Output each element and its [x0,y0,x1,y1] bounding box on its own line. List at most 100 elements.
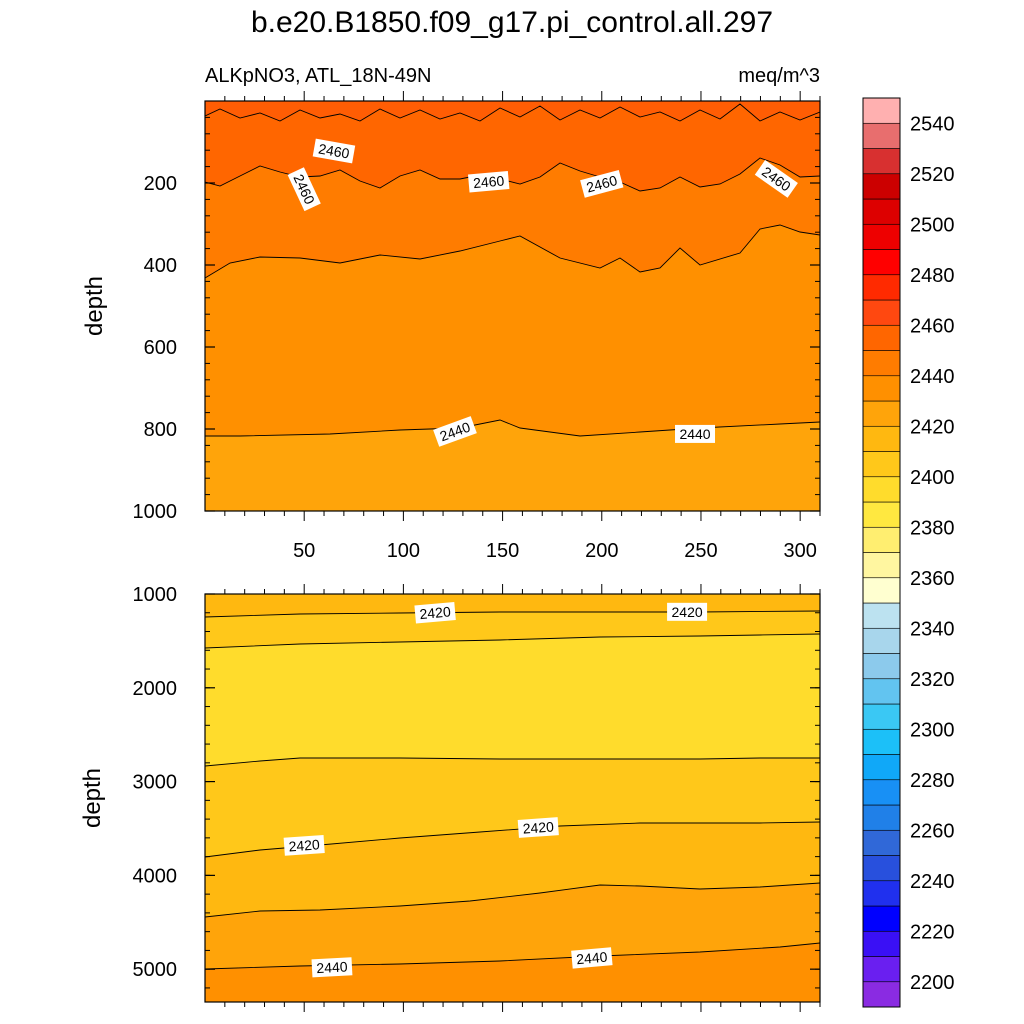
contour-label: 2460 [467,171,510,193]
contour-label-box [312,138,356,164]
contour-label: 2420 [283,834,325,856]
colorbar-box [862,829,901,856]
top-y-axis-title: depth [81,276,108,336]
top-plot-frame [204,100,821,512]
colorbar-box [862,804,901,831]
top-y-ticks: 200 400 600 800 1000 [133,100,820,523]
x-tick-label: 100 [387,540,420,562]
contour-label-box [571,947,613,969]
contour-label-text: 2460 [585,172,619,196]
colorbar-label: 2200 [910,972,955,994]
x-tick-label: 300 [783,540,816,562]
y-tick-label: 200 [144,173,177,195]
colorbar-label: 2500 [910,214,955,236]
contour-label: 2440 [571,947,613,969]
contour-label-box [754,160,798,198]
x-tick-label: 50 [293,540,315,562]
colorbar-label: 2360 [910,568,955,590]
y-tick-label: 4000 [133,865,178,887]
colorbar-label: 2380 [910,517,955,539]
colorbar-box [862,577,901,604]
y-tick-label: 5000 [133,959,178,981]
top-fill-2460 [205,101,820,191]
contour-label-box [580,169,624,198]
colorbar-box [862,249,901,276]
colorbar-label: 2440 [910,366,955,388]
colorbar-box [862,324,901,351]
units-string: meq/m^3 [738,65,820,87]
colorbar-box [862,703,901,730]
contour-label-text: 2420 [672,604,703,620]
bottom-plot-frame [204,593,821,1003]
contour-label: 2420 [414,602,456,624]
contour-label-box [667,602,708,621]
contour-label: 2420 [667,602,708,621]
bottom-x-ticks [224,584,821,1012]
colorbar-label: 2220 [910,921,955,943]
contour-label: 2440 [311,957,353,978]
colorbar-box [862,779,901,806]
colorbar-box [862,451,901,478]
colorbar-label: 2260 [910,820,955,842]
top-fill-2470 [205,101,820,121]
y-tick-label: 1000 [133,584,178,606]
colorbar-box [862,501,901,528]
contour-label: 2460 [580,169,624,198]
contour-label-text: 2440 [316,958,348,976]
contour-label-box [311,957,353,978]
bottom-y-axis-title: depth [79,768,106,828]
contour-label-text: 2460 [472,172,505,191]
colorbar-box [862,350,901,377]
top-x-ticks: 50 100 150 200 250 300 [224,91,821,562]
contour-label-box [467,171,510,193]
colorbar-label: 2480 [910,265,955,287]
contour-label: 2440 [675,424,716,443]
colorbar-box [862,728,901,755]
y-tick-label: 1000 [133,501,178,523]
contour-label-box [283,834,325,856]
colorbar-label: 2400 [910,467,955,489]
colorbar-box [862,223,901,250]
colorbar-label: 2540 [910,113,955,135]
colorbar-box [862,754,901,781]
colorbar-box [862,274,901,301]
colorbar-label: 2300 [910,719,955,741]
contour-label: 2460 [312,138,356,164]
contour-label-text: 2440 [679,426,710,442]
contour-label-text: 2420 [522,818,554,836]
colorbar-label: 2340 [910,618,955,640]
colorbar-box [862,148,901,175]
contour-label: 2420 [517,817,559,838]
top-panel: 200 400 600 800 1000 50 100 150 200 250 300 2460 2… [81,91,821,562]
colorbar-box [862,905,901,932]
colorbar-box [862,400,901,427]
colorbar-box [862,981,901,1008]
y-tick-label: 600 [144,337,177,359]
x-tick-label: 250 [684,540,717,562]
x-tick-label: 150 [486,540,519,562]
contour-label-text: 2420 [419,603,452,622]
y-tick-label: 400 [144,255,177,277]
colorbar-label: 2420 [910,416,955,438]
colorbar-box [862,678,901,705]
colorbar-box [862,526,901,553]
contour-label-text: 2420 [288,836,320,854]
y-tick-label: 800 [144,419,177,441]
colorbar-label: 2240 [910,871,955,893]
colorbar-label: 2280 [910,770,955,792]
contour-label-text: 2440 [576,949,609,968]
colorbar-box [862,930,901,957]
colorbar-box [862,299,901,326]
contour-label-box [517,817,559,838]
colorbar-box [862,97,901,124]
figure-title: b.e20.B1850.f09_g17.pi_control.all.297 [251,6,773,39]
colorbar-box [862,855,901,882]
colorbar-box [862,476,901,503]
bottom-y-ticks: 1000 2000 3000 4000 5000 [133,584,820,989]
colorbar-box [862,173,901,200]
colorbar-label: 2520 [910,164,955,186]
bot-fill-2415 [205,594,820,617]
colorbar-label: 2460 [910,315,955,337]
